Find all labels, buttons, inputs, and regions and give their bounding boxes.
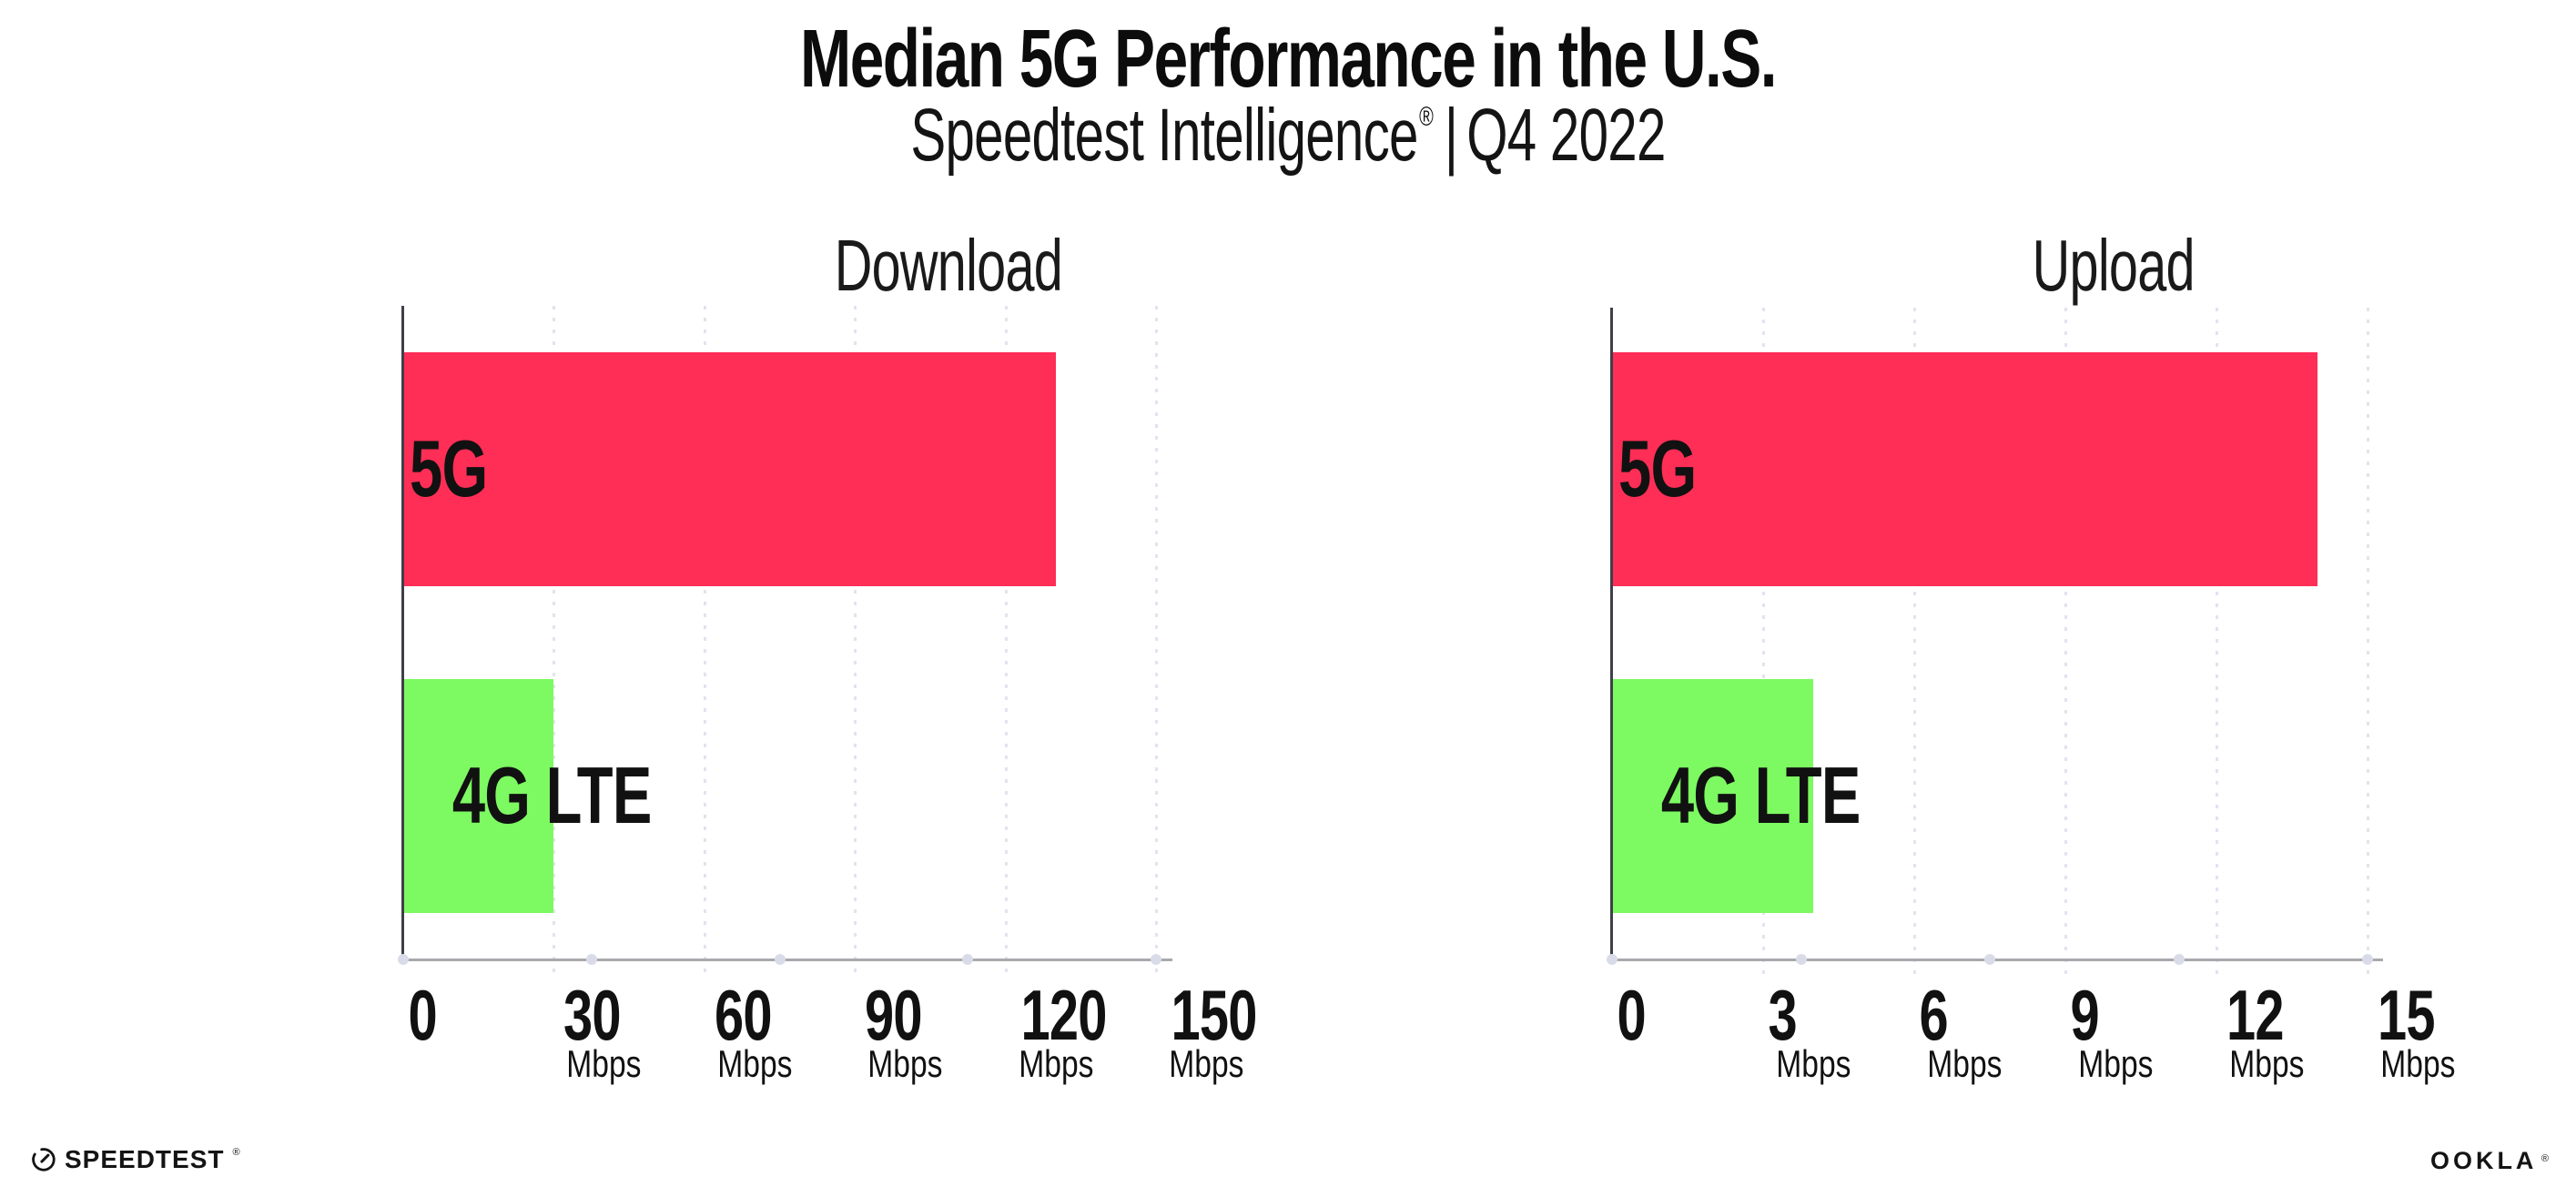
ookla-wordmark: OOKLA	[2429, 1147, 2538, 1174]
x-tick-unit-download-30-text: Mbps	[566, 1042, 642, 1085]
x-tick-download-0-text: 0	[408, 975, 438, 1055]
x-tick-unit-download-150-text: Mbps	[1169, 1042, 1244, 1085]
subtitle-separator: |	[1444, 94, 1458, 177]
axis-tick-dot-download-0	[398, 954, 409, 965]
subtitle-brand: Speedtest Intelligence	[910, 94, 1418, 177]
gridline-upload-3	[1762, 308, 1765, 974]
ookla-logo: OOKLA ®	[2430, 1147, 2549, 1175]
gridline-download-90	[854, 306, 857, 974]
x-tick-unit-download-60-text: Mbps	[717, 1042, 793, 1085]
x-tick-download-150-text: 150	[1171, 975, 1258, 1055]
gridline-upload-9	[2064, 308, 2067, 974]
y-axis-spine-download	[401, 306, 404, 959]
axis-tick-dot-upload-0	[1607, 954, 1618, 965]
gridline-download-120	[1004, 306, 1008, 974]
category-label-text: 4G LTE	[451, 750, 652, 840]
gridline-upload-12	[2216, 308, 2218, 974]
axis-tick-dot-download-1	[585, 954, 597, 965]
axis-tick-dot-download-4	[1151, 954, 1161, 965]
page-title-text: Median 5G Performance in the U.S.	[799, 14, 1778, 105]
x-axis-line-upload	[1610, 959, 2383, 961]
x-tick-unit-download-120-text: Mbps	[1018, 1042, 1094, 1085]
x-axis-line-download	[401, 959, 1172, 961]
gridline-download-30	[553, 306, 556, 974]
x-tick-unit-upload-3-text: Mbps	[1776, 1042, 1851, 1085]
bar-4g-lte-download	[404, 679, 554, 913]
category-label-text: 4G LTE	[1660, 750, 1861, 840]
bar-5g-upload	[1613, 352, 2317, 586]
chart-title-download-text: Download	[834, 225, 1063, 306]
page-subtitle-text: Speedtest Intelligence® | Q4 2022	[910, 93, 1666, 178]
speedtest-gauge-icon	[32, 1148, 56, 1172]
bar-4g-lte-upload	[1613, 679, 1814, 913]
speedtest-registered-mark: ®	[232, 1147, 240, 1158]
axis-tick-dot-upload-3	[2173, 954, 2185, 965]
registered-mark: ®	[1419, 102, 1434, 132]
x-tick-download-120-text: 120	[1020, 975, 1107, 1055]
subtitle-period: Q4 2022	[1466, 94, 1666, 177]
x-tick-download-60-text: 60	[714, 975, 772, 1055]
x-tick-unit-download-90-text: Mbps	[867, 1042, 943, 1085]
axis-tick-dot-upload-2	[1984, 954, 1995, 965]
x-tick-unit-upload-12-text: Mbps	[2229, 1042, 2305, 1085]
x-tick-upload-6-text: 6	[1919, 975, 1949, 1055]
x-tick-unit-upload-9-text: Mbps	[2078, 1042, 2154, 1085]
page-title: Median 5G Performance in the U.S.	[637, 13, 1938, 107]
page-subtitle: Speedtest Intelligence® | Q4 2022	[756, 93, 1820, 178]
chart-title-upload-text: Upload	[2032, 225, 2196, 306]
x-tick-download-30-text: 30	[563, 975, 622, 1055]
axis-tick-dot-download-2	[774, 954, 786, 965]
gridline-upload-6	[1913, 308, 1916, 974]
x-tick-upload-9-text: 9	[2070, 975, 2100, 1055]
gridline-upload-15	[2367, 308, 2369, 974]
speedtest-wordmark: SPEEDTEST	[65, 1145, 225, 1173]
bar-5g-download	[404, 352, 1056, 586]
axis-tick-dot-download-3	[962, 954, 974, 965]
axis-tick-dot-upload-4	[2362, 954, 2373, 965]
x-tick-download-90-text: 90	[865, 975, 922, 1055]
ookla-registered-mark: ®	[2541, 1153, 2549, 1164]
y-axis-spine-upload	[1610, 308, 1613, 959]
x-tick-upload-12-text: 12	[2226, 975, 2284, 1055]
x-tick-unit-upload-15-text: Mbps	[2380, 1042, 2456, 1085]
x-tick-upload-3-text: 3	[1768, 975, 1798, 1055]
x-tick-unit-upload-6-text: Mbps	[1927, 1042, 2003, 1085]
gridline-download-60	[703, 306, 706, 974]
x-tick-upload-15-text: 15	[2378, 975, 2435, 1055]
category-label-text: 5G	[1618, 423, 1697, 513]
speedtest-logo: SPEEDTEST ®	[31, 1145, 240, 1174]
gridline-download-150	[1155, 306, 1158, 974]
category-label-text: 5G	[410, 423, 488, 513]
x-tick-upload-0-text: 0	[1617, 975, 1647, 1055]
axis-tick-dot-upload-1	[1795, 954, 1807, 965]
